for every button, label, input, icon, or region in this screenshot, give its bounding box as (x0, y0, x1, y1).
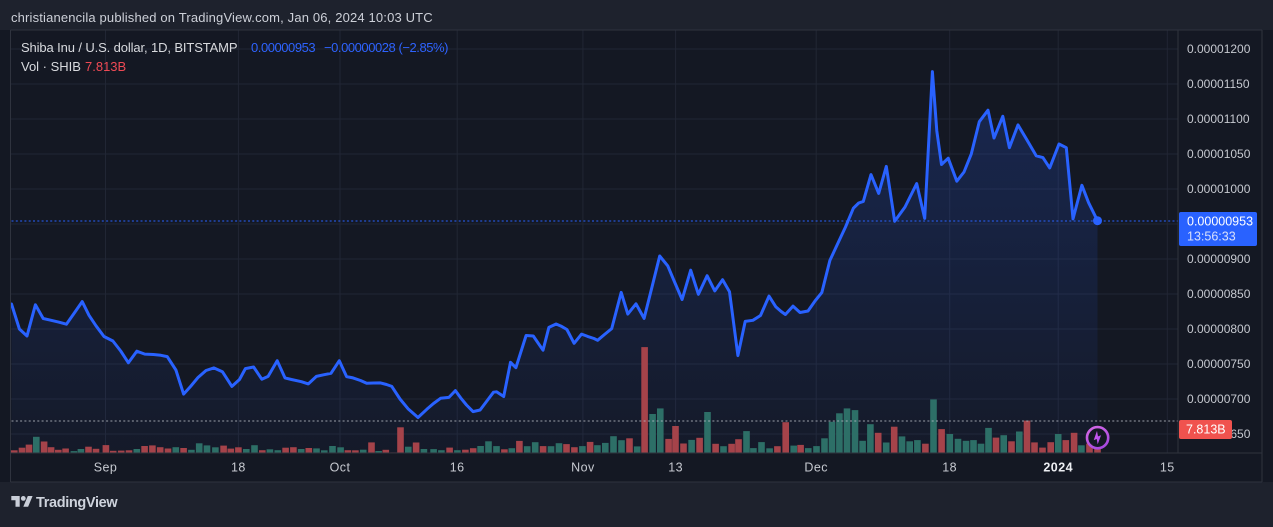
svg-text:0.00000953: 0.00000953 (251, 40, 315, 55)
svg-text:0.00000700: 0.00000700 (1187, 392, 1251, 406)
svg-text:0.00001200: 0.00001200 (1187, 42, 1251, 56)
svg-text:13:56:33: 13:56:33 (1187, 230, 1236, 244)
svg-text:0.00000953: 0.00000953 (1187, 215, 1253, 229)
svg-text:0.00000750: 0.00000750 (1187, 357, 1251, 371)
svg-text:Sep: Sep (94, 461, 118, 475)
svg-text:18: 18 (942, 461, 957, 475)
svg-text:18: 18 (231, 461, 246, 475)
svg-text:7.813B: 7.813B (1186, 423, 1226, 437)
svg-text:Dec: Dec (804, 461, 828, 475)
svg-text:Vol · SHIB: Vol · SHIB (21, 59, 81, 74)
svg-text:0.00001100: 0.00001100 (1187, 112, 1250, 126)
svg-text:16: 16 (450, 461, 465, 475)
svg-text:15: 15 (1160, 461, 1175, 475)
svg-text:7.813B: 7.813B (85, 59, 126, 74)
svg-text:Nov: Nov (571, 461, 595, 475)
svg-text:0.00001000: 0.00001000 (1187, 182, 1251, 196)
svg-text:0.00000900: 0.00000900 (1187, 252, 1251, 266)
svg-text:0.00001050: 0.00001050 (1187, 147, 1251, 161)
svg-text:0.00001150: 0.00001150 (1187, 77, 1250, 91)
svg-text:TradingView: TradingView (36, 495, 118, 511)
svg-text:−0.00000028 (−2.85%): −0.00000028 (−2.85%) (324, 40, 448, 55)
svg-text:0.00000850: 0.00000850 (1187, 287, 1251, 301)
svg-text:0.00000800: 0.00000800 (1187, 322, 1251, 336)
svg-text:Shiba Inu / U.S. dollar, 1D, B: Shiba Inu / U.S. dollar, 1D, BITSTAMP (21, 40, 237, 55)
svg-text:Oct: Oct (330, 461, 351, 475)
svg-text:13: 13 (668, 461, 683, 475)
svg-text:2024: 2024 (1043, 461, 1073, 475)
svg-text:christianencila published on T: christianencila published on TradingView… (11, 10, 433, 25)
